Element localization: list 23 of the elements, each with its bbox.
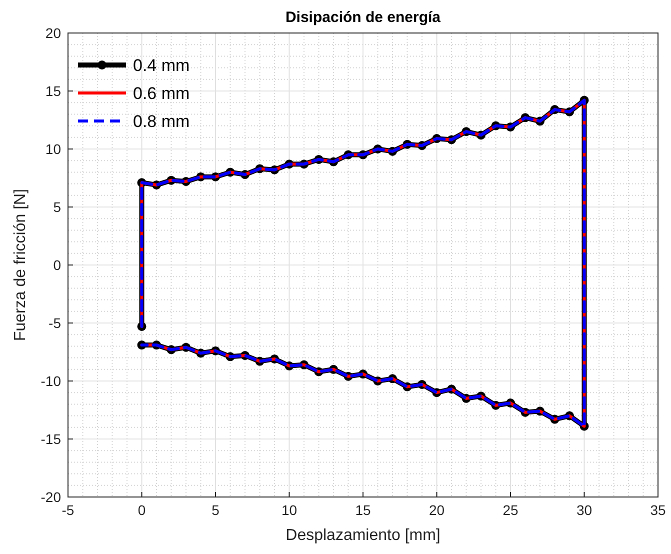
- y-tick-label: -20: [40, 488, 62, 505]
- y-axis-title: Fuerza de fricción [N]: [12, 188, 29, 342]
- y-tick-label: 10: [45, 140, 62, 157]
- chart-title: Disipación de energía: [285, 9, 442, 26]
- x-tick-label: 25: [502, 502, 518, 518]
- x-tick-label: 10: [281, 502, 298, 518]
- y-tick-label: 20: [45, 24, 62, 41]
- y-tick-label: 15: [45, 82, 62, 99]
- legend-label: 0.4 mm: [133, 56, 190, 75]
- x-tick-label: 0: [138, 502, 146, 518]
- y-tick-label: 5: [53, 198, 62, 215]
- x-tick-label: 20: [428, 502, 445, 518]
- y-tick-label: -15: [40, 430, 62, 447]
- legend-label: 0.8 mm: [133, 112, 190, 131]
- y-tick-label: -10: [40, 372, 62, 389]
- y-tick-label: 0: [53, 256, 62, 273]
- x-tick-label: 30: [576, 502, 592, 518]
- x-axis-title: Desplazamiento [mm]: [286, 527, 440, 544]
- x-tick-label: 15: [355, 502, 371, 518]
- y-tick-label: -5: [48, 314, 62, 331]
- x-tick-label: 5: [212, 502, 220, 518]
- x-tick-label: 35: [650, 502, 666, 518]
- legend-label: 0.6 mm: [133, 84, 190, 103]
